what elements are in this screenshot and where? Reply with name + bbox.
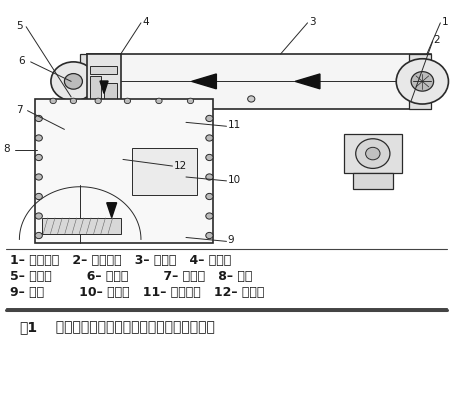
Text: 10: 10 (228, 175, 241, 185)
Circle shape (35, 174, 43, 180)
Bar (104, 83, 117, 99)
Text: 3: 3 (309, 17, 316, 27)
Circle shape (248, 96, 255, 102)
Bar (409, 54, 431, 109)
Circle shape (35, 213, 43, 219)
Bar (42, 218, 120, 233)
Circle shape (97, 145, 111, 156)
Circle shape (95, 98, 101, 104)
Text: 2: 2 (434, 35, 440, 46)
Polygon shape (192, 74, 217, 89)
Bar (62, 116, 71, 136)
Text: 图1: 图1 (19, 320, 38, 334)
Circle shape (356, 139, 390, 169)
Circle shape (54, 119, 63, 127)
Bar (352, 173, 393, 189)
Circle shape (35, 135, 43, 141)
Bar (87, 109, 94, 146)
Polygon shape (100, 81, 108, 94)
Text: 5: 5 (16, 20, 22, 31)
Bar (104, 170, 113, 179)
Text: 8: 8 (4, 144, 10, 154)
Bar (80, 54, 98, 109)
Text: 数字式、智能型定量包装秤机械结构示意图: 数字式、智能型定量包装秤机械结构示意图 (46, 320, 215, 334)
Circle shape (70, 98, 77, 104)
Bar (35, 99, 213, 243)
Bar (343, 134, 402, 173)
Bar (134, 116, 143, 136)
Circle shape (35, 154, 43, 161)
Circle shape (124, 98, 130, 104)
Circle shape (50, 98, 56, 104)
Circle shape (156, 98, 162, 104)
Polygon shape (96, 156, 120, 171)
Circle shape (109, 147, 117, 154)
Circle shape (51, 62, 96, 101)
Text: 4: 4 (142, 17, 149, 27)
Text: 11: 11 (228, 120, 241, 130)
Text: 9– 秤体        10– 钢丝绳   11– 限位螺栓   12– 传感器: 9– 秤体 10– 钢丝绳 11– 限位螺栓 12– 传感器 (10, 286, 265, 299)
Circle shape (188, 98, 193, 104)
Circle shape (411, 72, 434, 91)
Bar (94, 128, 123, 156)
Circle shape (35, 232, 43, 239)
Bar (87, 54, 120, 109)
Circle shape (64, 73, 82, 89)
Circle shape (206, 213, 213, 219)
Circle shape (206, 115, 213, 121)
Circle shape (396, 59, 448, 104)
Circle shape (141, 125, 150, 133)
Text: 7: 7 (16, 105, 23, 115)
Bar (87, 54, 431, 109)
Text: 1– 传动部分   2– 给料装置   3– 电磁阀   4– 给料口: 1– 传动部分 2– 给料装置 3– 电磁阀 4– 给料口 (10, 254, 231, 267)
Text: 9: 9 (228, 235, 235, 245)
Text: 1: 1 (442, 17, 448, 27)
Circle shape (35, 193, 43, 200)
Text: 6: 6 (19, 56, 25, 66)
Polygon shape (295, 74, 320, 89)
Circle shape (53, 125, 64, 134)
Circle shape (206, 232, 213, 239)
Circle shape (206, 193, 213, 200)
Circle shape (35, 115, 43, 121)
Circle shape (366, 147, 380, 160)
Circle shape (206, 135, 213, 141)
Circle shape (206, 154, 213, 161)
Polygon shape (107, 203, 116, 218)
Bar (90, 66, 117, 73)
Circle shape (206, 174, 213, 180)
Bar (132, 148, 197, 195)
Bar (96, 132, 107, 144)
Bar (110, 134, 119, 144)
Bar (90, 75, 101, 99)
Text: 5– 双螺旋        6– 截料门        7– 三联件   8– 秤斗: 5– 双螺旋 6– 截料门 7– 三联件 8– 秤斗 (10, 270, 253, 283)
Text: 12: 12 (174, 161, 187, 171)
